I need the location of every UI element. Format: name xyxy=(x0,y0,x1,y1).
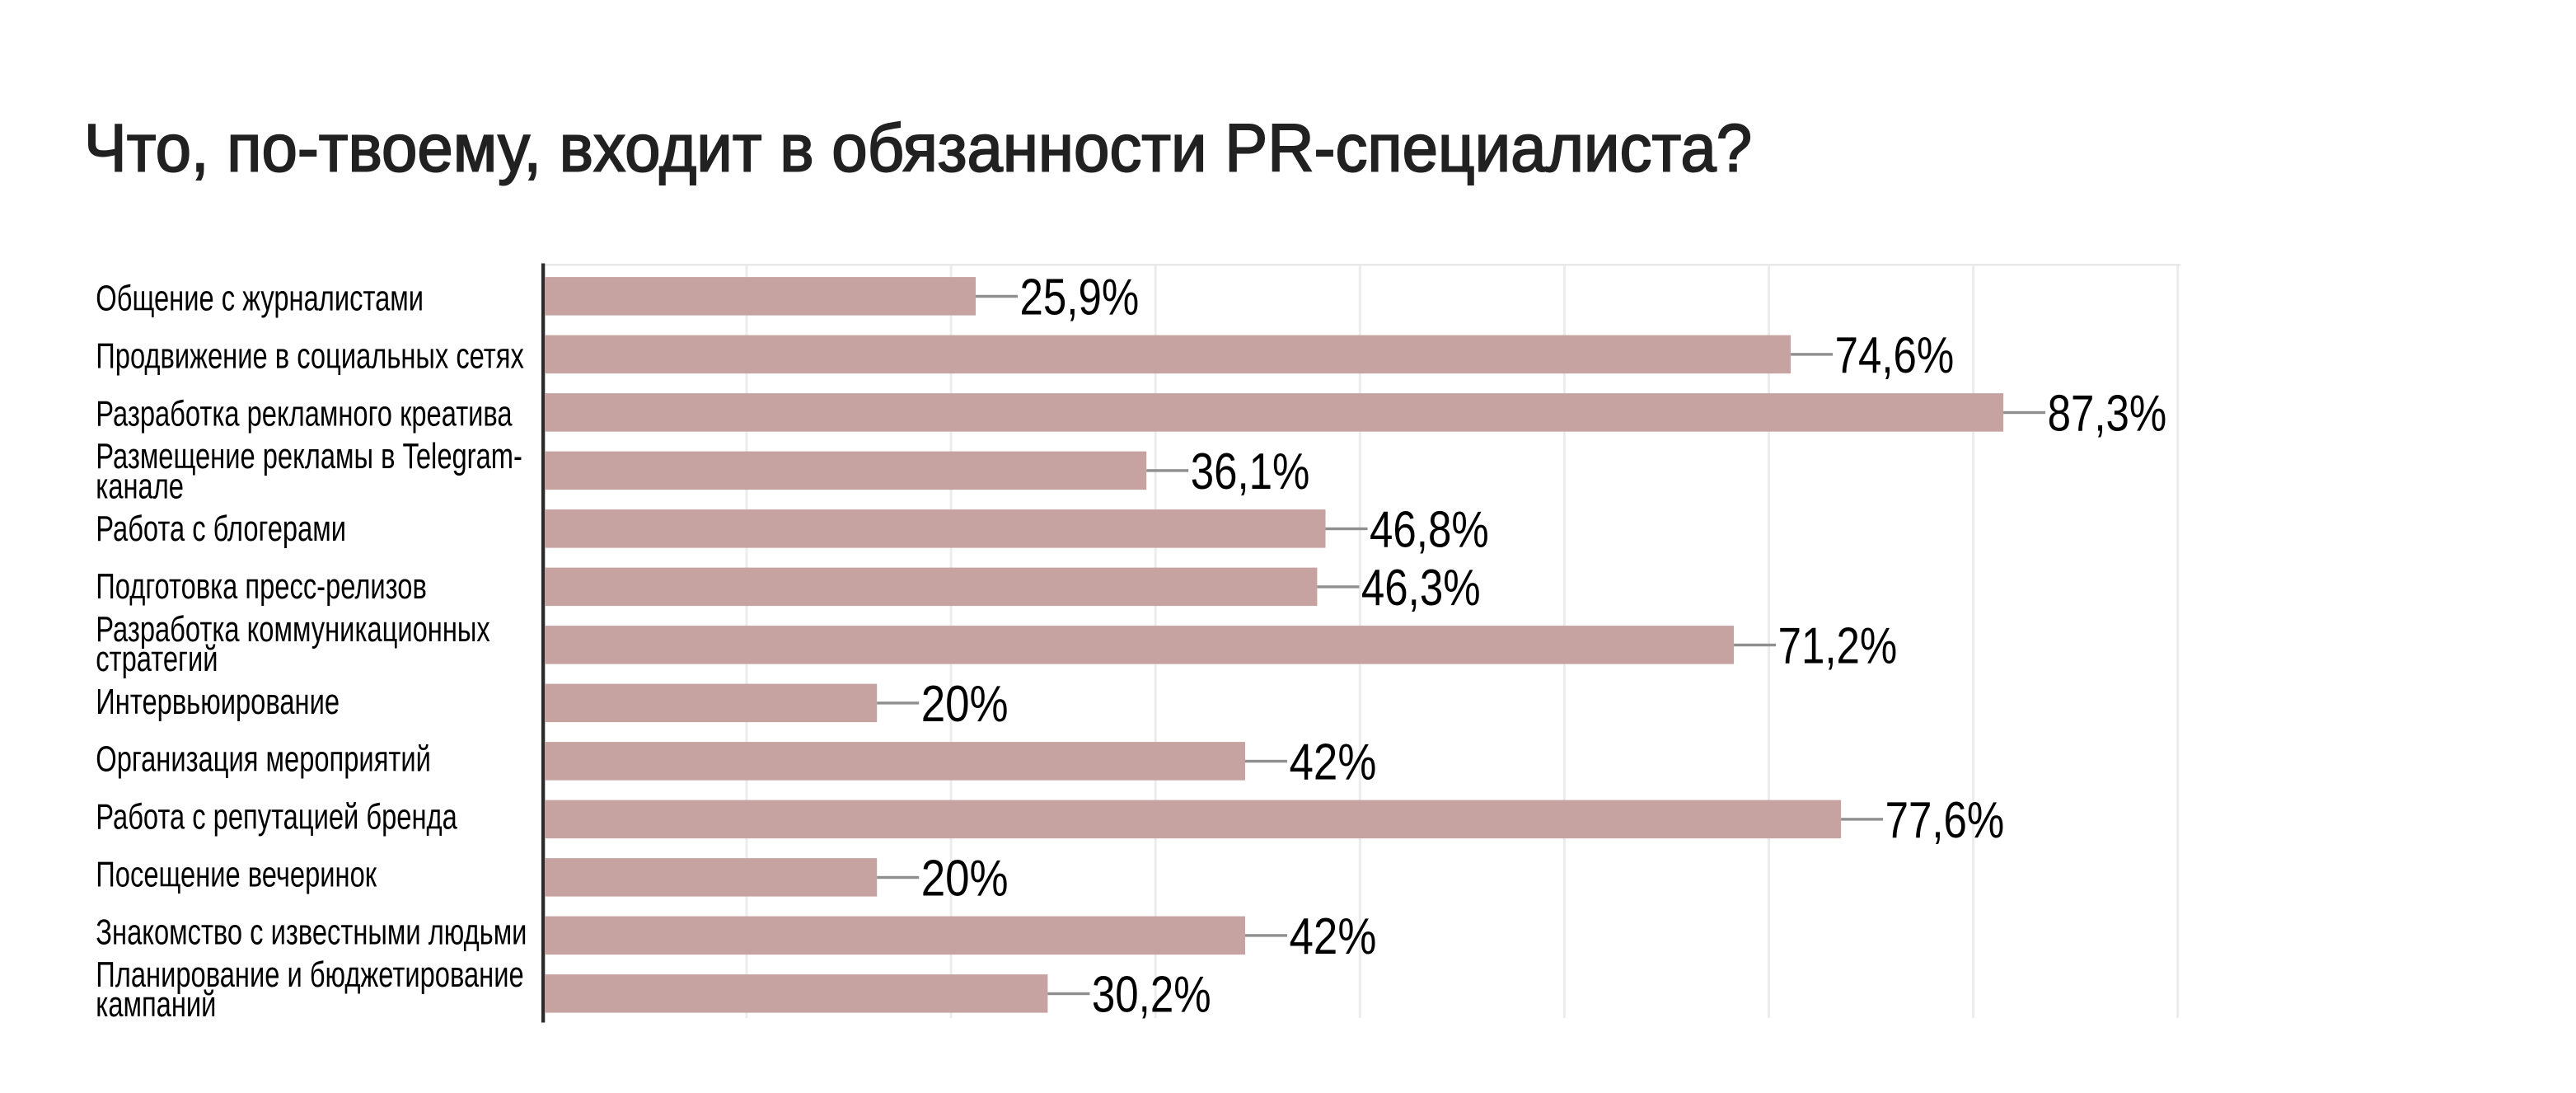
svg-text:Посещение вечеринок: Посещение вечеринок xyxy=(96,855,377,894)
svg-text:20%: 20% xyxy=(921,676,1009,733)
svg-text:Разработка рекламного креатива: Разработка рекламного креатива xyxy=(96,394,513,434)
svg-text:Планирование и бюджетирование: Планирование и бюджетирование xyxy=(96,955,523,995)
svg-text:Работа с блогерами: Работа с блогерами xyxy=(96,509,346,549)
svg-text:46,3%: 46,3% xyxy=(1361,559,1481,617)
svg-text:46,8%: 46,8% xyxy=(1370,501,1489,559)
svg-text:77,6%: 77,6% xyxy=(1885,791,2005,849)
svg-text:87,3%: 87,3% xyxy=(2048,385,2167,443)
svg-text:42%: 42% xyxy=(1290,734,1377,790)
svg-text:Подготовка пресс-релизов: Подготовка пресс-релизов xyxy=(96,567,427,607)
svg-text:Знакомство с известными людьми: Знакомство с известными людьми xyxy=(96,912,527,952)
svg-text:42%: 42% xyxy=(1290,908,1377,965)
svg-text:Продвижение в социальных сетях: Продвижение в социальных сетях xyxy=(96,336,524,376)
svg-text:36,1%: 36,1% xyxy=(1191,443,1310,500)
svg-text:Интервьюирование: Интервьюирование xyxy=(96,682,340,721)
svg-text:Размещение рекламы в Telegram-: Размещение рекламы в Telegram- xyxy=(96,437,522,476)
svg-text:Разработка коммуникационных: Разработка коммуникационных xyxy=(96,609,489,649)
svg-text:кампаний: кампаний xyxy=(96,985,216,1025)
svg-text:20%: 20% xyxy=(921,850,1009,907)
svg-text:стратегий: стратегий xyxy=(96,640,218,679)
svg-text:Общение с журналистами: Общение с журналистами xyxy=(96,279,424,318)
svg-text:Что, по-твоему, входит в обяза: Что, по-твоему, входит в обязанности PR-… xyxy=(84,110,1752,185)
svg-text:71,2%: 71,2% xyxy=(1778,617,1898,675)
svg-text:30,2%: 30,2% xyxy=(1092,966,1211,1024)
svg-text:25,9%: 25,9% xyxy=(1020,269,1140,326)
svg-text:74,6%: 74,6% xyxy=(1835,326,1955,384)
svg-text:канале: канале xyxy=(96,467,184,506)
svg-text:Работа с репутацией бренда: Работа с репутацией бренда xyxy=(96,797,457,837)
svg-text:Организация мероприятий: Организация мероприятий xyxy=(96,739,431,779)
